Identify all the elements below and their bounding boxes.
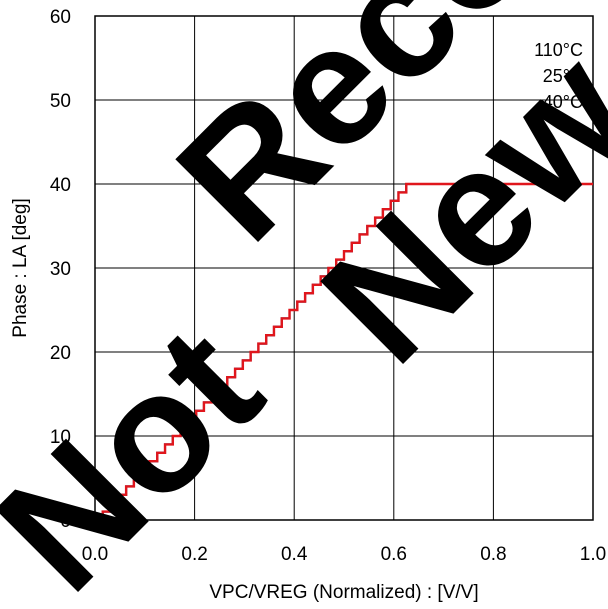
series-line-3 (95, 182, 593, 522)
y-tick-labels: 0 10 20 30 40 50 60 (50, 7, 71, 532)
y-axis-title: Phase : LA [deg] (10, 198, 31, 337)
legend-entry: -40°C (537, 92, 583, 112)
y-tick-label: 0 (60, 511, 71, 532)
grid (95, 16, 593, 520)
x-tick-label: 0.4 (281, 544, 308, 565)
x-tick-label: 1.0 (580, 544, 606, 565)
x-tick-label: 0.8 (480, 544, 506, 565)
plot-frame (94, 15, 594, 521)
y-tick-label: 20 (50, 343, 71, 364)
legend-entry: 25°C (543, 66, 583, 86)
legend-entry: 110°C (534, 40, 583, 60)
series-layer (95, 182, 593, 522)
y-tick-label: 50 (50, 91, 71, 112)
legend: 110°C 25°C -40°C (534, 40, 583, 112)
y-tick-label: 40 (50, 175, 71, 196)
x-tick-label: 0.0 (82, 544, 108, 565)
x-tick-labels: 0.0 0.2 0.4 0.6 0.8 1.0 (82, 544, 606, 565)
y-tick-label: 10 (50, 427, 71, 448)
x-tick-label: 0.6 (381, 544, 407, 565)
y-tick-label: 60 (50, 7, 71, 28)
x-axis-title: VPC/VREG (Normalized) : [V/V] (209, 582, 478, 603)
x-tick-label: 0.2 (181, 544, 207, 565)
y-tick-label: 30 (50, 259, 71, 280)
